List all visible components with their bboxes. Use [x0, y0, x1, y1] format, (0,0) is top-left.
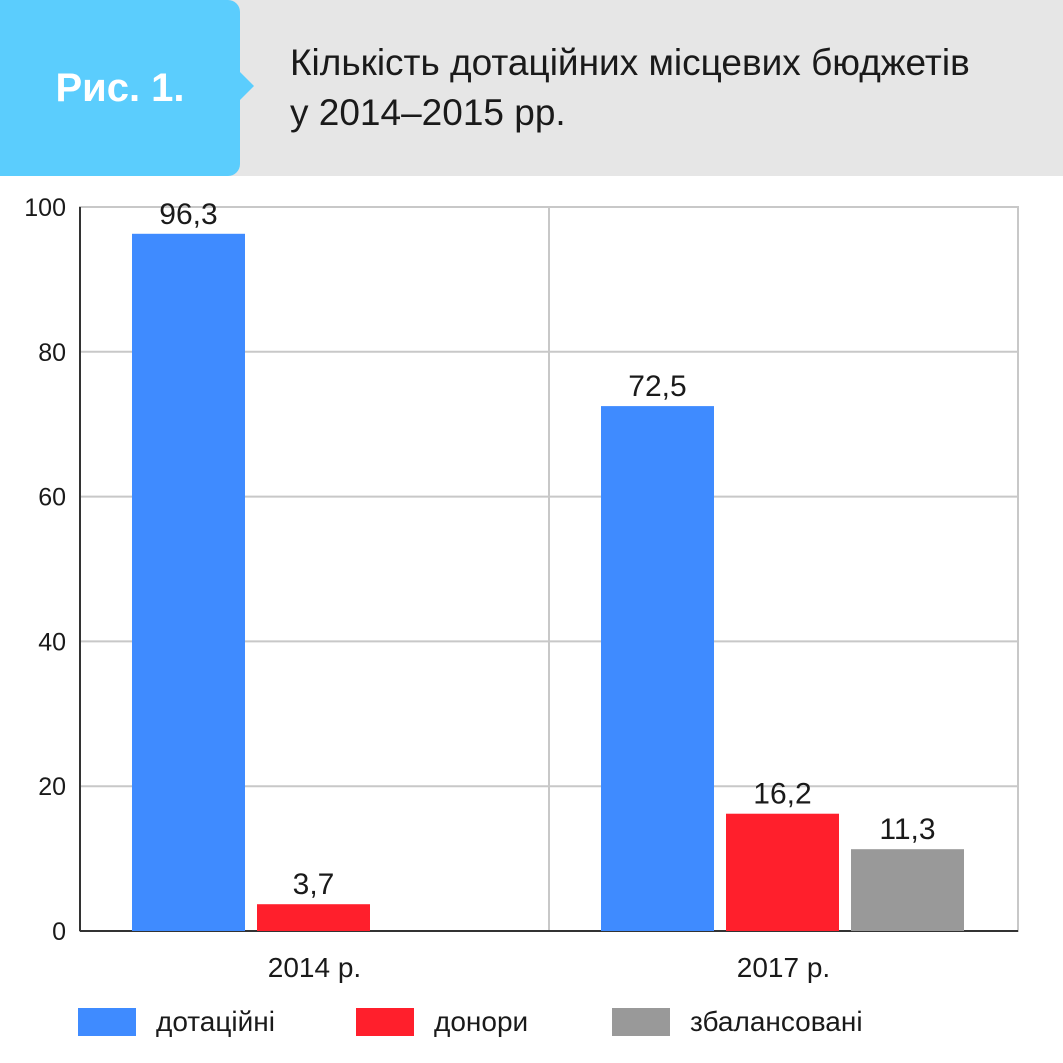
figure-badge-pointer: [238, 70, 254, 102]
chart-header: Рис. 1. Кількість дотаційних місцевих бю…: [0, 0, 1063, 176]
y-tick-label: 20: [38, 773, 66, 801]
data-label: 16,2: [753, 778, 811, 811]
legend-swatch: [356, 1008, 414, 1036]
y-tick-label: 80: [38, 339, 66, 367]
y-tick-label: 40: [38, 628, 66, 656]
legend-label: збалансовані: [690, 1006, 863, 1037]
bar-дотаційні: [601, 406, 714, 932]
y-tick-label: 0: [52, 918, 66, 946]
legend-item: дотаційні: [78, 1004, 275, 1040]
figure-badge: [0, 0, 240, 176]
bar-донори: [257, 904, 370, 931]
legend-swatch: [612, 1008, 670, 1036]
data-label: 3,7: [293, 868, 335, 901]
figure-label: Рис. 1.: [55, 65, 185, 110]
legend-label: дотаційні: [156, 1006, 275, 1037]
bar-донори: [726, 813, 839, 931]
legend-item: донори: [356, 1004, 528, 1040]
data-label: 11,3: [879, 813, 935, 846]
legend-swatch: [78, 1008, 136, 1036]
y-tick-label: 100: [24, 194, 66, 222]
y-tick-label: 60: [38, 484, 66, 512]
chart-title-line-1: Кількість дотаційних місцевих бюджетів: [290, 42, 970, 83]
legend-label: донори: [434, 1006, 529, 1037]
chart-title: Кількість дотаційних місцевих бюджетів у…: [290, 38, 1050, 138]
legend-item: збалансовані: [612, 1004, 863, 1040]
data-label: 96,3: [159, 198, 217, 231]
bar-дотаційні: [132, 233, 245, 932]
bar-збалансовані: [851, 849, 964, 931]
bar-chart: 0 20 40 60 80 100 96,3 3,7 2014 р. 72,5 16,2 11,3 20…: [24, 194, 1019, 983]
x-category-label: 2017 р.: [737, 952, 830, 983]
x-category-label: 2014 р.: [268, 952, 361, 983]
data-label: 72,5: [628, 370, 686, 403]
chart-title-line-2: у 2014–2015 рр.: [290, 92, 566, 133]
